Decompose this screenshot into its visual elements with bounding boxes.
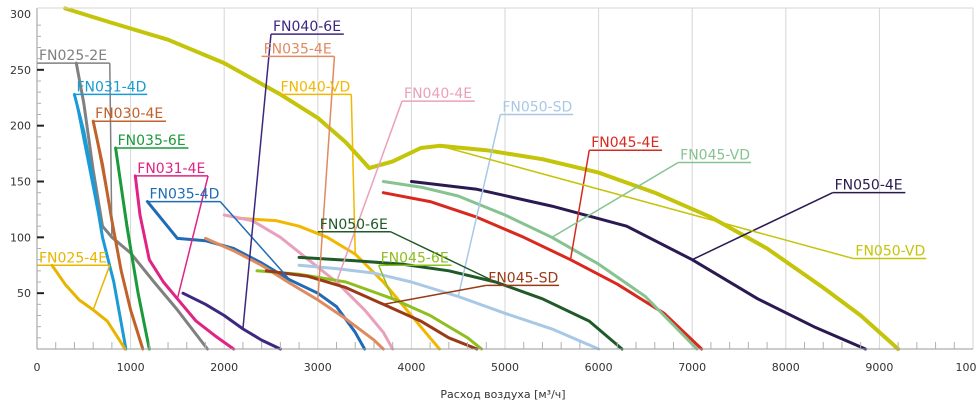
label-leader — [439, 145, 854, 260]
label-leader — [92, 121, 122, 271]
series-line-fn045-vd — [381, 180, 699, 351]
label-leader — [242, 34, 272, 329]
label-leader — [114, 147, 139, 294]
series-label-fn040-6e: FN040-6E — [273, 19, 341, 35]
series-label-fn050-sd: FN050-SD — [502, 100, 572, 116]
series-label-fn031-4e: FN031-4E — [137, 161, 205, 177]
label-leader — [219, 201, 291, 281]
y-tick-label: 300 — [10, 8, 31, 21]
series-line-fn050-vd — [63, 6, 901, 351]
series-line-fn031-4d — [72, 92, 128, 351]
series-line-fn040-vd — [236, 216, 441, 351]
series-line-fn050-6e — [297, 255, 624, 351]
series-label-fn050-6e: FN050-6E — [320, 217, 388, 233]
label-leader — [92, 264, 111, 311]
series-label-fn040-4e: FN040-4E — [404, 86, 472, 102]
label-leader — [691, 191, 833, 261]
series-line-fn040-6e — [181, 291, 282, 351]
label-leader — [569, 150, 590, 260]
series-line-fn040-4e — [222, 213, 395, 351]
x-tick-label: 2000 — [210, 361, 238, 374]
series-line-fn045-sd — [264, 269, 479, 351]
x-axis-title: Расход воздуха [м³/ч] — [440, 388, 565, 401]
label-leader — [377, 264, 394, 300]
y-tick-label: 50 — [17, 287, 31, 300]
label-leader — [350, 94, 356, 255]
label-leader — [176, 175, 209, 299]
series-labels: FN025-2E FN031-4D FN030-4E FN035-6E FN031-4E… — [37, 19, 927, 329]
x-tick-label: 8000 — [772, 361, 800, 374]
x-tick-label: 4000 — [397, 361, 425, 374]
series-label-fn031-4d: FN031-4D — [76, 79, 146, 95]
x-tick-label: 10000 — [956, 361, 976, 374]
series-label-fn040-vd: FN040-VD — [280, 79, 350, 95]
y-tick-label: 150 — [10, 176, 31, 189]
series-label-fn045-vd: FN045-VD — [680, 148, 750, 164]
label-leader — [551, 161, 679, 238]
series-label-fn045-6e: FN045-6E — [381, 250, 449, 266]
series-label-fn035-6e: FN035-6E — [118, 133, 186, 149]
series-line-fn050-4e — [409, 180, 867, 351]
x-tick-label: 0 — [34, 361, 41, 374]
series-line-fn031-4e — [133, 174, 236, 351]
label-leader — [335, 100, 403, 283]
series-label-fn025-2e: FN025-2E — [39, 48, 107, 64]
series-line-fn035-4e — [204, 236, 385, 351]
x-tick-label: 6000 — [585, 361, 613, 374]
label-leader — [383, 284, 487, 306]
series-label-fn035-4e: FN035-4E — [264, 41, 332, 57]
y-tick-label: 100 — [10, 231, 31, 244]
axes: 0 1000 2000 3000 4000 5000 6000 7000 8000 9000 100… — [10, 7, 976, 374]
y-tick-label: 200 — [10, 120, 31, 133]
label-leader — [457, 114, 502, 297]
x-tick-label: 7000 — [678, 361, 706, 374]
x-tick-label: 1000 — [117, 361, 145, 374]
label-leader — [73, 94, 104, 238]
series-label-fn050-vd: FN050-VD — [855, 244, 925, 260]
series-label-fn030-4e: FN030-4E — [95, 106, 163, 122]
series-line-fn050-sd — [297, 263, 601, 351]
x-tick-label: 5000 — [491, 361, 519, 374]
y-tick-label: 250 — [10, 64, 31, 77]
x-tick-label: 3000 — [304, 361, 332, 374]
series-label-fn045-sd: FN045-SD — [488, 270, 558, 286]
label-leader — [390, 231, 496, 283]
label-leader — [109, 63, 113, 238]
series-label-fn050-4e: FN050-4E — [835, 178, 903, 194]
series-label-fn035-4d: FN035-4D — [149, 187, 219, 203]
series-label-fn025-4e: FN025-4E — [39, 250, 107, 266]
series-label-fn045-4e: FN045-4E — [591, 135, 659, 151]
series-lines — [50, 6, 901, 351]
x-tick-label: 9000 — [865, 361, 893, 374]
label-leader — [317, 56, 336, 300]
